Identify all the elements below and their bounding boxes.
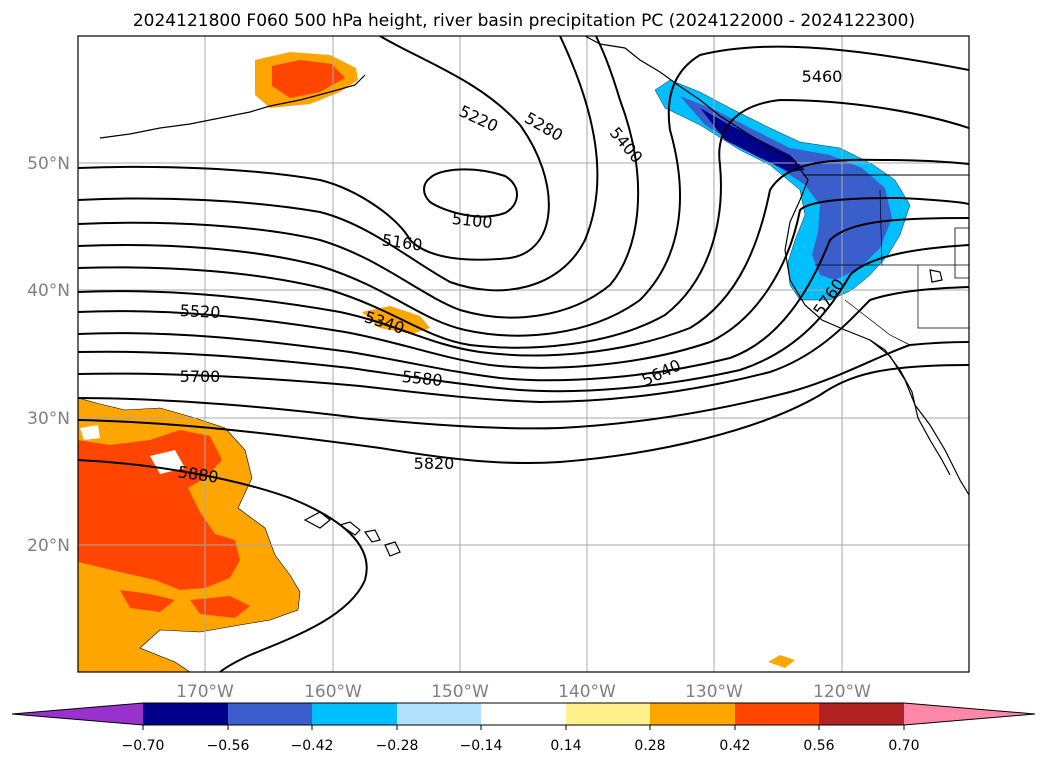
contour-label: 5100 [451,209,493,232]
colorbar-segment [735,703,819,725]
lon-label: 140°W [558,682,616,702]
colorbar-tick-label: 0.56 [803,738,834,754]
colorbar-tick-label: 0.28 [634,738,665,754]
lon-label: 160°W [304,682,362,702]
colorbar-tick-label: −0.14 [460,738,503,754]
colorbar-segment [228,703,312,725]
colorbar-tick-label: 0.42 [719,738,750,754]
colorbar-tick-label: 0.70 [888,738,919,754]
lat-label: 30°N [27,409,70,429]
colorbar-segment [650,703,735,725]
lat-label: 50°N [27,154,70,174]
contour-label: 5460 [802,67,843,86]
lon-label: 120°W [813,682,871,702]
latitude-labels: 50°N 40°N 30°N 20°N [27,154,70,556]
contour-label: 5700 [180,367,221,386]
colorbar-tick-label: −0.70 [122,738,165,754]
height-contours [78,36,969,672]
map-frame [77,35,970,673]
colorbar-segment [312,703,397,725]
colorbar-extend-high [904,703,1035,725]
colorbar-tick-label: −0.42 [291,738,334,754]
colorbar-tick-label: −0.28 [376,738,419,754]
lat-label: 40°N [27,281,70,301]
contour-label: 5580 [401,367,443,390]
lon-label: 130°W [685,682,743,702]
colorbar-tick-label: 0.14 [550,738,581,754]
colorbar-tick-label: −0.56 [207,738,250,754]
colorbar: −0.70 −0.56 −0.42 −0.28 −0.14 0.14 0.28 … [11,702,1036,754]
map-panel: 5100 5160 5220 5280 5340 5400 5460 5520 … [78,36,969,672]
colorbar-segment [819,703,904,725]
lon-label: 170°W [176,682,234,702]
lon-label: 150°W [431,682,489,702]
lat-label: 20°N [27,536,70,556]
positive-precip-shading [78,52,795,672]
map-title: 2024121800 F060 500 hPa height, river ba… [133,11,915,31]
colorbar-segment [143,703,228,725]
colorbar-segment [397,703,481,725]
colorbar-extend-low [12,703,143,725]
contour-label: 5820 [414,454,455,473]
colorbar-segment [481,703,566,725]
longitude-labels: 170°W 160°W 150°W 140°W 130°W 120°W [176,682,871,702]
colorbar-segment [566,703,650,725]
contour-label: 5520 [179,301,221,322]
